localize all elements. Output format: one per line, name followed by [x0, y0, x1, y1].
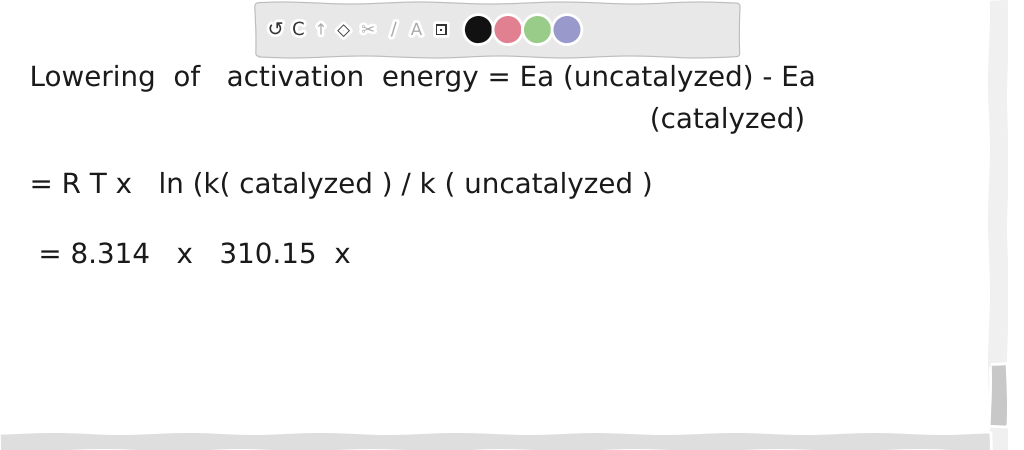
Text: ✂: ✂: [361, 21, 375, 39]
Text: = 8.314   x   310.15  x: = 8.314 x 310.15 x: [30, 241, 351, 269]
Text: C: C: [292, 21, 304, 39]
Circle shape: [466, 17, 492, 43]
Text: ↺: ↺: [267, 21, 284, 40]
FancyBboxPatch shape: [255, 3, 740, 57]
Text: /: /: [391, 21, 397, 39]
Text: A: A: [411, 21, 422, 39]
Text: = R T x   ln (k( catalyzed ) / k ( uncatalyzed ): = R T x ln (k( catalyzed ) / k ( uncatal…: [30, 171, 652, 199]
Circle shape: [496, 17, 521, 43]
Bar: [0, 434, 989, 450]
Text: Lowering  of   activation  energy = Ea (uncatalyzed) - Ea: Lowering of activation energy = Ea (unca…: [30, 64, 816, 92]
Text: ◇: ◇: [337, 21, 350, 39]
Bar: [991, 365, 1007, 425]
Circle shape: [524, 17, 550, 43]
Circle shape: [554, 17, 580, 43]
Text: ↑: ↑: [314, 22, 328, 37]
Text: ⊡: ⊡: [434, 21, 447, 39]
Text: (catalyzed): (catalyzed): [650, 106, 805, 134]
Bar: [989, 0, 1008, 450]
